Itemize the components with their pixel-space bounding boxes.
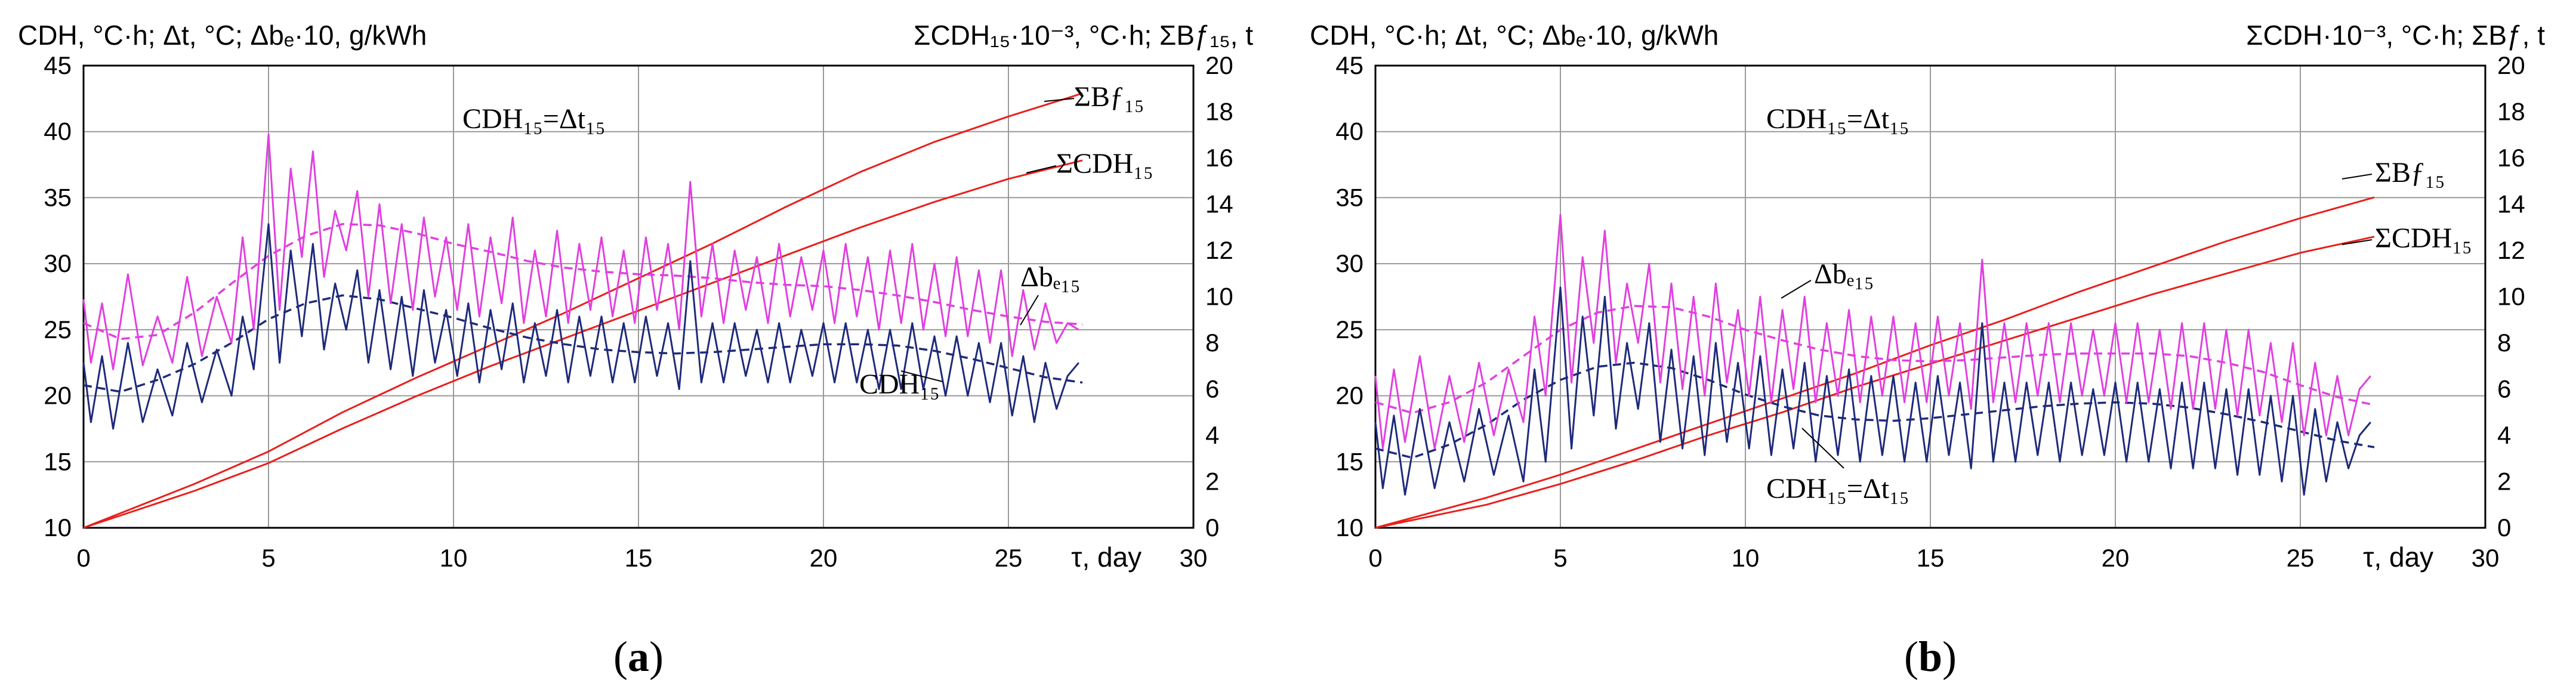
y-left-tick-label: 10 [44,513,72,542]
y-right-tick-label: 20 [2497,51,2525,79]
y-right-tick-label: 18 [1205,98,1233,126]
annotation-leader [1026,165,1057,174]
x-tick-label: 10 [1732,544,1760,572]
y-left-tick-label: 25 [1335,315,1363,344]
y-left-tick-label: 25 [44,315,72,344]
y-right-tick-label: 10 [2497,283,2525,311]
x-tick-label: 20 [810,544,838,572]
x-tick-label: 15 [625,544,653,572]
y-right-tick-label: 12 [1205,236,1233,264]
chart-panel-b: 0 5 10 15 20 25 30 10 15 20 25 30 35 40 45 0 2 4 6 8 10 12 14 1… [1310,20,2545,680]
y-left-tick-label: 15 [44,447,72,475]
y-left-tick-label: 45 [44,51,72,79]
y-right-tick-label: 14 [2497,190,2525,218]
plot-frame [1374,64,2486,529]
caption-close-paren: ) [649,633,664,680]
y-right-tick-label: 12 [2497,236,2525,264]
y-right-tick-label: 20 [1205,51,1233,79]
plot-frame [82,64,1195,529]
y-left-tick-label: 30 [44,249,72,277]
annotation-label: CDH₁₅=Δt₁₅ [1766,103,1909,135]
annotation-label: ΣBƒ₁₅ [2375,157,2445,188]
caption-letter: b [1918,633,1942,680]
y-right-tick-label: 6 [2497,375,2511,403]
series-line-5 [1374,286,2371,496]
annotation-label: Δbₑ₁₅ [1020,261,1081,293]
annotation-leader [2341,239,2373,245]
y-right-tick-label: 2 [2497,468,2511,496]
x-tick-label: 30 [2472,544,2500,572]
x-tick-label: 0 [76,544,90,572]
caption-open-paren: ( [1904,633,1918,680]
y-left-tick-label: 20 [44,382,72,410]
y-left-tick-label: 45 [1335,51,1363,79]
series-line-5 [82,223,1079,430]
y-right-axis-label: ΣCDH·10⁻³, °C·h; ΣBƒ, t [2246,20,2545,51]
y-right-tick-label: 2 [1205,468,1219,496]
annotation-leader [900,370,943,382]
series-line-2 [1375,305,2375,414]
y-right-axis-label: ΣCDH₁₅·10⁻³, °C·h; ΣBƒ₁₅, t [914,20,1253,51]
annotation-label: CDH₁₅=Δt₁₅ [1766,473,1909,505]
x-tick-label: 20 [2102,544,2130,572]
x-tick-label: 30 [1180,544,1208,572]
series-line-1 [83,159,1083,529]
panel-caption: (b) [1904,633,1957,680]
y-right-tick-label: 0 [1205,513,1219,542]
caption-letter: a [628,633,649,680]
y-left-tick-label: 15 [1335,447,1363,475]
y-left-tick-label: 10 [1335,513,1363,542]
annotation-label: ΣCDH₁₅ [2375,222,2472,254]
y-right-tick-label: 16 [1205,144,1233,172]
y-right-tick-label: 8 [1205,329,1219,357]
caption-close-paren: ) [1942,633,1957,680]
annotation-leader [1020,295,1039,326]
annotation-label: ΣCDH₁₅ [1056,148,1153,180]
y-right-tick-label: 0 [2497,513,2511,542]
y-left-tick-label: 20 [1335,382,1363,410]
annotation-label: Δbₑ₁₅ [1814,258,1874,290]
y-left-tick-label: 40 [44,117,72,146]
annotation-label: ΣBƒ₁₅ [1074,81,1144,113]
x-tick-label: 5 [261,544,275,572]
y-right-tick-label: 14 [1205,190,1233,218]
y-right-tick-label: 8 [2497,329,2511,357]
series-line-4 [82,133,1079,370]
y-right-tick-label: 10 [1205,283,1233,311]
annotation-leader [1781,280,1812,299]
x-tick-label: 15 [1917,544,1945,572]
series-line-3 [83,294,1083,393]
y-left-tick-label: 35 [1335,183,1363,211]
annotation-leader [1801,428,1844,469]
annotation-label: CDH₁₅ [859,369,940,400]
y-right-tick-label: 18 [2497,98,2525,126]
y-left-tick-label: 35 [44,183,72,211]
caption-open-paren: ( [613,633,628,680]
x-tick-label: 10 [440,544,468,572]
x-axis-label: τ, day [2363,542,2433,573]
y-left-axis-label: CDH, °C·h; Δt, °C; Δbₑ·10, g/kWh [1310,20,1719,51]
x-tick-label: 5 [1553,544,1567,572]
y-left-tick-label: 30 [1335,249,1363,277]
y-right-tick-label: 16 [2497,144,2525,172]
y-left-axis-label: CDH, °C·h; Δt, °C; Δbₑ·10, g/kWh [18,20,427,51]
x-tick-label: 25 [2287,544,2315,572]
x-tick-label: 0 [1368,544,1382,572]
annotation-leader [1044,98,1075,102]
y-right-tick-label: 4 [1205,421,1219,449]
x-tick-label: 25 [995,544,1023,572]
y-right-tick-label: 6 [1205,375,1219,403]
y-right-tick-label: 4 [2497,421,2511,449]
chart-panel-a: 0 5 10 15 20 25 30 10 15 20 25 30 35 40 45 0 2 4 6 8 10 12 14 1… [18,20,1253,680]
x-axis-label: τ, day [1071,542,1142,573]
series-line-0 [83,92,1083,529]
annotation-leader [2341,174,2373,180]
annotation-label: CDH₁₅=Δt₁₅ [462,103,606,135]
y-left-tick-label: 40 [1335,117,1363,146]
panel-caption: (a) [613,633,664,680]
series-line-4 [1374,214,2371,450]
